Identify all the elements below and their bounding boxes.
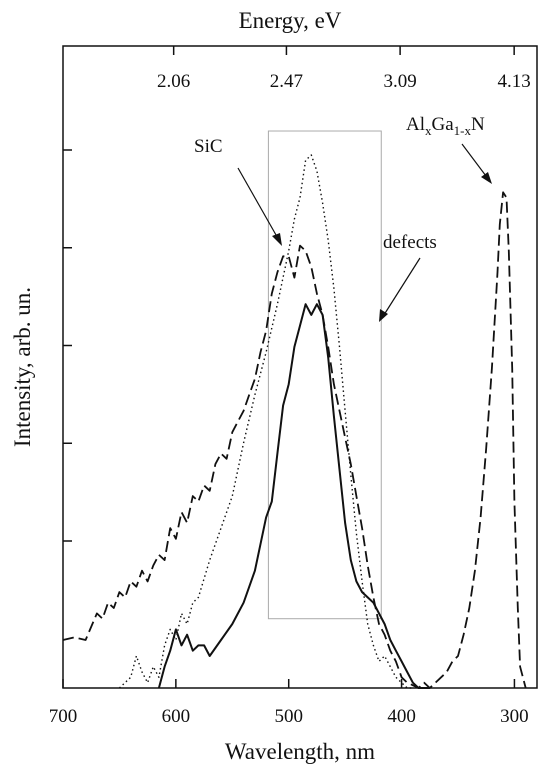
series-dashed-line [62, 191, 527, 689]
bottom-axis-ticks: 700 600 500 400 300 [49, 679, 529, 727]
highlight-box [267, 130, 382, 620]
defects-annotation: defects [383, 232, 437, 253]
algan-al: Al [406, 114, 425, 135]
defects-arrow-line [381, 257, 421, 319]
plot-frame [62, 45, 538, 689]
y-axis-title: Intensity, arb. un. [10, 287, 35, 447]
top-tick-label-3.09: 3.09 [383, 71, 416, 92]
algan-n: N [471, 114, 485, 135]
series-solid-line [157, 303, 430, 689]
x-tick-label-400: 400 [387, 706, 416, 727]
top-tick-label-4.13: 4.13 [498, 71, 531, 92]
top-tick-label-2.47: 2.47 [270, 71, 303, 92]
x-tick-label-300: 300 [500, 706, 529, 727]
series-dotted-line [118, 154, 413, 689]
sic-arrow-line [237, 167, 281, 243]
x-axis-title: Wavelength, nm [225, 739, 375, 764]
algan-ga: Ga [432, 114, 455, 135]
defects-arrow-head [379, 309, 388, 322]
top-tick-label-2.06: 2.06 [157, 71, 190, 92]
x-tick-label-700: 700 [49, 706, 78, 727]
algan-sub-1-x: 1-x [454, 123, 472, 138]
algan-sub-x: x [425, 123, 432, 138]
x-tick-label-500: 500 [274, 706, 303, 727]
top-axis-ticks: 2.06 2.47 3.09 4.13 [157, 46, 531, 92]
algan-annotation: AlxGa1-xN [406, 114, 485, 138]
sic-arrow-head [272, 233, 282, 246]
top-axis-title: Energy, eV [239, 8, 342, 33]
algan-arrow-line [461, 143, 490, 181]
sic-annotation: SiC [194, 136, 223, 157]
x-tick-label-600: 600 [162, 706, 191, 727]
series-layer [62, 154, 527, 689]
left-axis-ticks [63, 149, 72, 542]
algan-arrow-head [481, 172, 492, 184]
